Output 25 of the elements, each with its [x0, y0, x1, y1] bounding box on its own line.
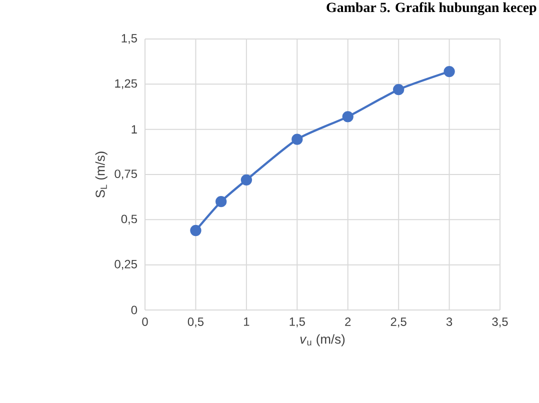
point [240, 174, 252, 186]
x-tick-label: 0,5 [188, 318, 204, 328]
x-tick-label: 2,5 [390, 318, 406, 328]
point [393, 84, 404, 96]
y-tick-label: 0,75 [114, 170, 137, 180]
x-tick-label: 3 [446, 318, 452, 326]
x-tick-label: 3,5 [492, 318, 508, 328]
y-tick-label: 1,25 [115, 79, 137, 90]
y-tick-label: 0,25 [114, 260, 137, 270]
chart-title: Gambar 5. Grafik hubungan kecep [326, 2, 536, 16]
point [342, 111, 354, 122]
y-tick-label: 1,5 [122, 34, 137, 44]
y-tick-label: 0 [131, 306, 138, 314]
x-tick-label: 2 [345, 318, 351, 326]
y-axis-title: S$_{L}$ (m/s) [95, 152, 108, 198]
x-axis-title: v$_{u}$ (m/s) [300, 334, 345, 346]
x-tick-label: 1 [244, 318, 250, 326]
x-tick-label: 0 [142, 318, 148, 326]
point [190, 224, 202, 236]
point [216, 196, 227, 208]
y-tick-label: 1 [132, 125, 137, 134]
point [444, 66, 455, 78]
point [292, 134, 303, 145]
y-tick-label: 0,5 [121, 214, 137, 225]
x-tick-label: 1,5 [290, 318, 305, 328]
